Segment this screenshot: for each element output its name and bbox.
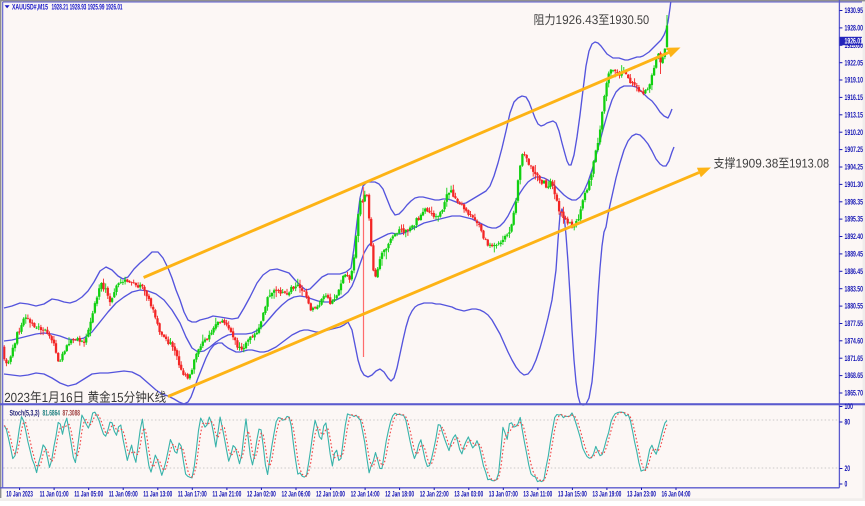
- svg-text:10 Jan 2023: 10 Jan 2023: [6, 490, 33, 499]
- svg-text:13 Jan 07:00: 13 Jan 07:00: [489, 490, 518, 499]
- svg-text:16: 16: [60, 390, 73, 405]
- svg-text:1880.55: 1880.55: [845, 302, 864, 311]
- svg-text:1874.60: 1874.60: [845, 336, 864, 345]
- svg-text:11 Jan 01:00: 11 Jan 01:00: [40, 490, 69, 499]
- svg-text:1930.95: 1930.95: [845, 6, 864, 15]
- svg-text:1926.01: 1926.01: [845, 37, 864, 46]
- svg-text:1898.35: 1898.35: [845, 197, 864, 206]
- svg-text:13 Jan 15:00: 13 Jan 15:00: [558, 490, 587, 499]
- svg-text:12 Jan 10:00: 12 Jan 10:00: [316, 490, 345, 499]
- svg-text:1904.25: 1904.25: [845, 163, 864, 172]
- svg-text:13 Jan 19:00: 13 Jan 19:00: [592, 490, 621, 499]
- svg-text:1926.43: 1926.43: [556, 13, 599, 27]
- svg-text:1910.20: 1910.20: [845, 128, 864, 137]
- svg-text:1865.70: 1865.70: [845, 389, 864, 398]
- svg-text:1909.38: 1909.38: [736, 157, 779, 171]
- svg-text:Stoch(5,3,3): Stoch(5,3,3): [10, 408, 40, 417]
- svg-text:80: 80: [845, 418, 851, 427]
- svg-text:K: K: [147, 390, 155, 405]
- svg-text:13 Jan 03:00: 13 Jan 03:00: [454, 490, 483, 499]
- svg-text:87.3088: 87.3088: [63, 408, 81, 417]
- svg-text:1919.10: 1919.10: [845, 76, 864, 85]
- svg-text:81.6864: 81.6864: [43, 408, 61, 417]
- svg-text:1913.08: 1913.08: [789, 157, 829, 171]
- svg-text:1886.45: 1886.45: [845, 267, 864, 276]
- svg-text:0: 0: [845, 480, 848, 489]
- svg-text:11 Jan 17:00: 11 Jan 17:00: [178, 490, 207, 499]
- svg-text:12 Jan 14:00: 12 Jan 14:00: [351, 490, 380, 499]
- svg-text:1889.45: 1889.45: [845, 250, 864, 259]
- svg-text:12 Jan 02:00: 12 Jan 02:00: [247, 490, 276, 499]
- svg-text:11 Jan 05:00: 11 Jan 05:00: [74, 490, 103, 499]
- svg-text:11 Jan 09:00: 11 Jan 09:00: [109, 490, 138, 499]
- svg-text:11 Jan 21:00: 11 Jan 21:00: [212, 490, 241, 499]
- svg-text:1930.50: 1930.50: [609, 13, 649, 27]
- svg-text:XAUUSD#,M15: XAUUSD#,M15: [12, 3, 48, 12]
- svg-text:1928.00: 1928.00: [845, 24, 864, 33]
- svg-text:1913.15: 1913.15: [845, 110, 864, 119]
- svg-text:1871.65: 1871.65: [845, 354, 864, 363]
- svg-text:1: 1: [42, 390, 49, 405]
- svg-text:1892.40: 1892.40: [845, 232, 864, 241]
- svg-text:1877.55: 1877.55: [845, 319, 864, 328]
- svg-text:13 Jan 23:00: 13 Jan 23:00: [627, 490, 656, 499]
- svg-text:1928.21 1928.93 1925.99 1926.0: 1928.21 1928.93 1925.99 1926.01: [52, 3, 123, 12]
- svg-text:12 Jan 06:00: 12 Jan 06:00: [282, 490, 311, 499]
- svg-text:100: 100: [845, 402, 854, 411]
- svg-text:1901.30: 1901.30: [845, 180, 864, 189]
- svg-text:1895.35: 1895.35: [845, 215, 864, 224]
- svg-text:12 Jan 18:00: 12 Jan 18:00: [385, 490, 414, 499]
- svg-text:12 Jan 22:00: 12 Jan 22:00: [420, 490, 449, 499]
- svg-text:11 Jan 13:00: 11 Jan 13:00: [143, 490, 172, 499]
- svg-text:1868.65: 1868.65: [845, 371, 864, 380]
- svg-text:2023: 2023: [4, 390, 30, 405]
- svg-text:1922.05: 1922.05: [845, 58, 864, 67]
- svg-text:1883.50: 1883.50: [845, 284, 864, 293]
- svg-text:16 Jan 04:00: 16 Jan 04:00: [662, 490, 691, 499]
- svg-text:20: 20: [845, 464, 851, 473]
- svg-text:1916.15: 1916.15: [845, 93, 864, 102]
- svg-text:1907.25: 1907.25: [845, 145, 864, 154]
- svg-text:13 Jan 11:00: 13 Jan 11:00: [523, 490, 552, 499]
- svg-text:15: 15: [111, 390, 124, 405]
